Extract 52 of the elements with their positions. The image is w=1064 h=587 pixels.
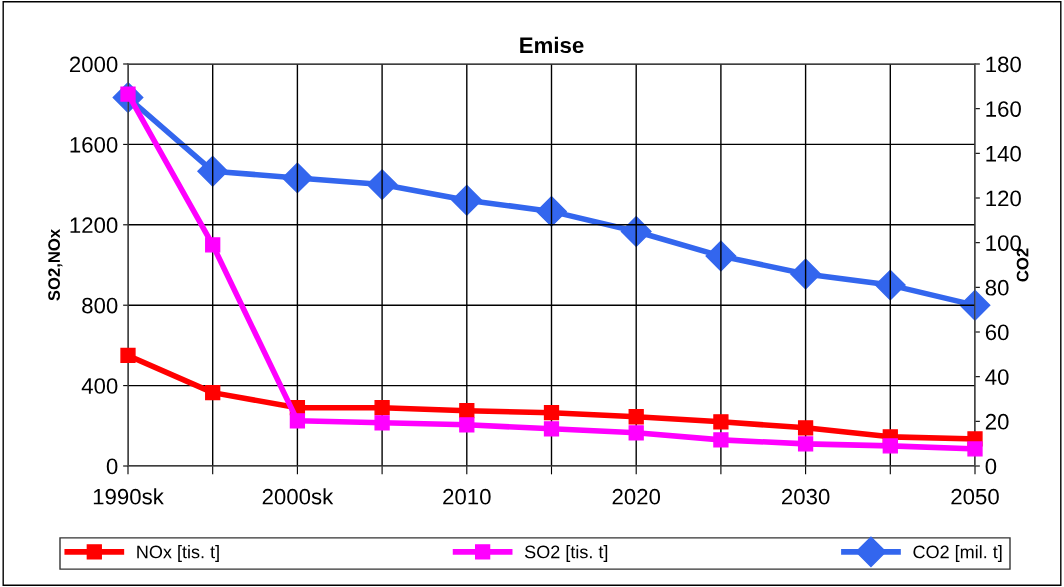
- y2-tick-label: 160: [986, 101, 1021, 117]
- point: [451, 184, 483, 216]
- point: [543, 405, 560, 421]
- legend-label: CO2 [mil. t]: [913, 545, 1002, 562]
- x-tick-label: 2030: [782, 488, 830, 505]
- point: [790, 258, 822, 290]
- point: [459, 417, 475, 433]
- point: [120, 347, 136, 364]
- point: [797, 436, 814, 452]
- point: [874, 269, 906, 301]
- y2-tick-label: 80: [985, 279, 1009, 296]
- y-axis-title: SO2,NOx: [48, 229, 63, 301]
- legend-label: SO2 [tis. t]: [524, 545, 608, 562]
- y-tick-label: 800: [82, 297, 118, 314]
- point: [197, 155, 229, 187]
- x-tick-label: 2020: [612, 488, 661, 505]
- point: [713, 432, 729, 448]
- point: [366, 169, 398, 201]
- point: [205, 384, 221, 401]
- y2-tick-label: 180: [986, 56, 1021, 73]
- y2-tick-label: 120: [986, 190, 1021, 207]
- y2-tick-label: 0: [985, 458, 997, 475]
- y2-tick-label: 140: [986, 145, 1021, 162]
- point: [374, 415, 390, 431]
- point: [713, 414, 729, 430]
- point: [374, 400, 390, 416]
- point: [628, 409, 644, 425]
- chart-title: Emise: [520, 36, 584, 54]
- y-tick-label: 2000: [69, 56, 118, 73]
- y-tick-label: 0: [106, 458, 118, 475]
- point: [967, 441, 983, 457]
- y-tick-label: 1200: [70, 217, 118, 234]
- point: [882, 438, 898, 454]
- y2-tick-label: 60: [985, 324, 1009, 341]
- point: [543, 421, 560, 437]
- x-tick-label: 2010: [443, 488, 491, 505]
- legend-label: NOx [tis. t]: [137, 545, 219, 562]
- point: [620, 216, 652, 247]
- y2-tick-label: 20: [985, 413, 1009, 430]
- y-tick-label: 1600: [70, 136, 118, 153]
- point: [281, 162, 313, 194]
- point: [205, 237, 221, 253]
- y2-tick-label: 40: [985, 369, 1009, 385]
- point: [459, 403, 475, 419]
- x-tick-label: 2050: [951, 488, 999, 505]
- x-tick-label: 1990sk: [93, 488, 164, 505]
- x-tick-label: 2000sk: [262, 488, 334, 505]
- y-tick-label: 400: [81, 378, 118, 394]
- point: [536, 195, 567, 227]
- point: [289, 413, 306, 429]
- point: [797, 420, 814, 436]
- point: [628, 425, 644, 441]
